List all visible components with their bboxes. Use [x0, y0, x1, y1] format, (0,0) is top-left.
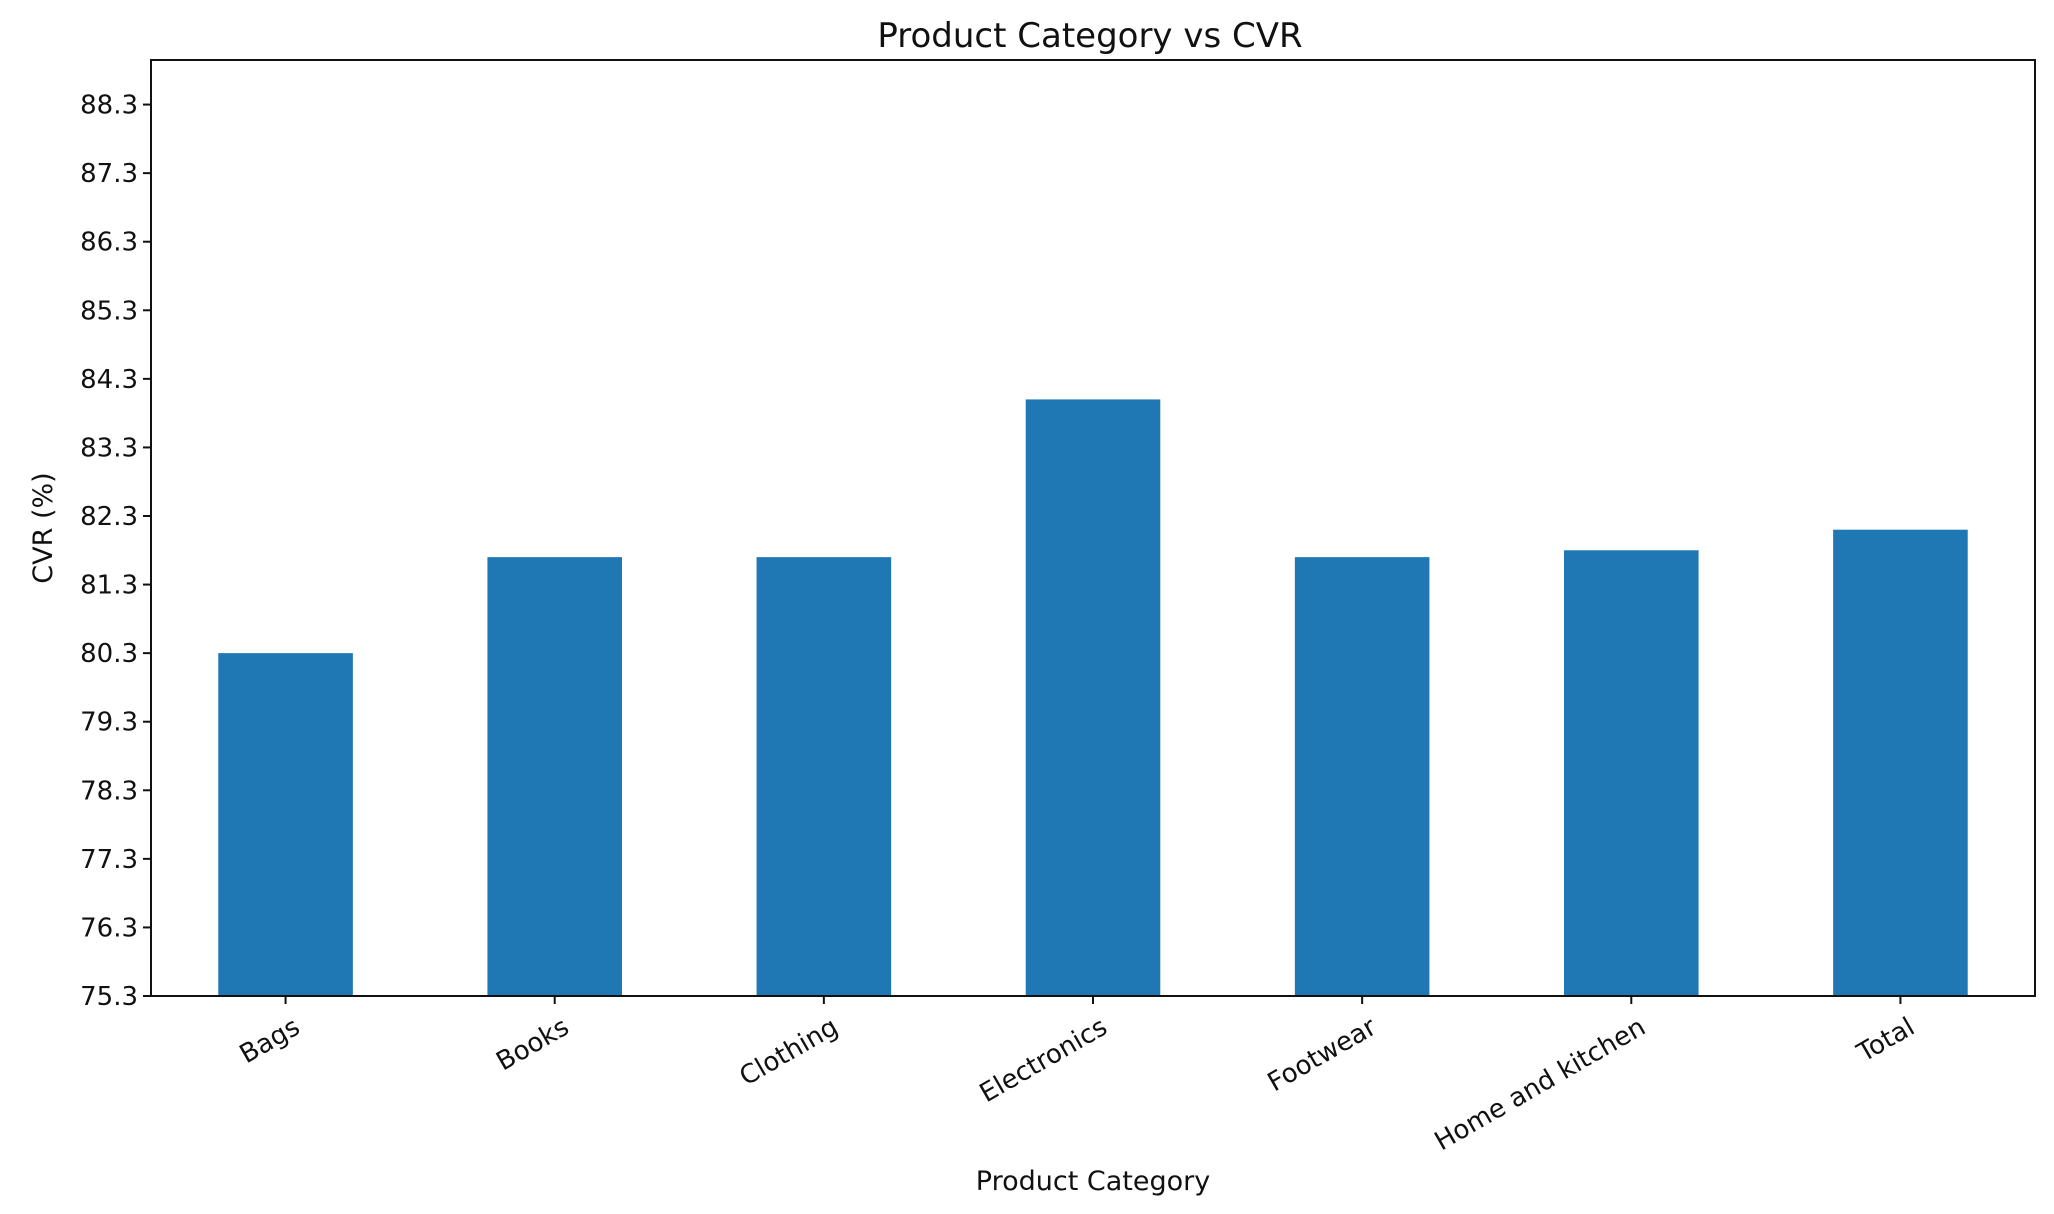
- y-tick-label: 77.3: [80, 845, 138, 875]
- bars: [218, 399, 1968, 996]
- x-axis-label: Product Category: [976, 1166, 1210, 1197]
- chart-title: Product Category vs CVR: [877, 16, 1302, 56]
- y-tick-label: 78.3: [80, 776, 138, 806]
- y-tick-label: 80.3: [80, 639, 138, 669]
- bar-total: [1833, 529, 1968, 996]
- y-tick-label: 87.3: [80, 159, 138, 189]
- bar-electronics: [1025, 399, 1161, 996]
- x-tick-label: Books: [491, 1012, 574, 1077]
- y-tick-label: 81.3: [80, 571, 138, 601]
- x-axis: Bags Books Clothing Electronics Footwear Home…: [235, 996, 1920, 1157]
- bar-bags: [218, 653, 353, 996]
- y-tick-label: 84.3: [80, 365, 138, 395]
- y-tick-label: 79.3: [80, 708, 138, 738]
- bar-home-and-kitchen: [1564, 550, 1699, 996]
- x-tick-label: Electronics: [975, 1012, 1113, 1109]
- y-tick-label: 83.3: [80, 433, 138, 463]
- y-tick-label: 88.3: [80, 91, 138, 121]
- y-tick-label: 75.3: [80, 982, 138, 1012]
- y-tick-label: 76.3: [80, 913, 138, 943]
- y-axis: 75.3 76.3 77.3 78.3 79.3 80.3 81.3 82.3 83.3 84.3…: [80, 91, 151, 1012]
- y-axis-label: CVR (%): [28, 472, 59, 583]
- x-tick-label: Clothing: [735, 1012, 844, 1092]
- y-tick-label: 85.3: [80, 296, 138, 326]
- y-tick-label: 86.3: [80, 228, 138, 258]
- x-tick-label: Bags: [235, 1012, 305, 1070]
- y-tick-label: 82.3: [80, 502, 138, 532]
- x-tick-label: Home and kitchen: [1430, 1012, 1651, 1157]
- x-tick-label: Total: [1851, 1012, 1919, 1069]
- bar-clothing: [756, 557, 892, 996]
- bar-books: [487, 557, 622, 996]
- bar-footwear: [1294, 557, 1430, 996]
- x-tick-label: Footwear: [1263, 1012, 1382, 1098]
